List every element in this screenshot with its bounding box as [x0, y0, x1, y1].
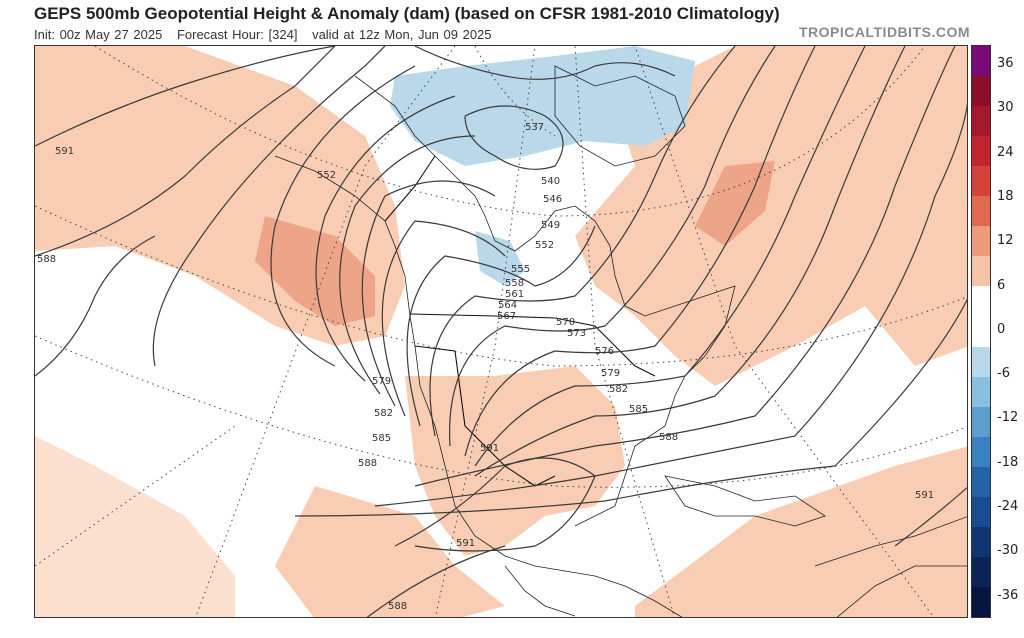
colorbar-segment: [972, 586, 990, 618]
colorbar-segment: [972, 226, 990, 257]
borders: [384, 155, 656, 487]
contour-label: 585: [372, 433, 391, 444]
colorbar-tick-label: 12: [997, 233, 1014, 249]
colorbar-segment: [972, 436, 990, 468]
colorbar-segment: [972, 556, 990, 588]
colorbar-tick-label: 36: [997, 56, 1014, 71]
colorbar-segment: [972, 316, 990, 348]
contour-label: 537: [525, 122, 544, 133]
height-contours: [35, 46, 967, 617]
colorbar-tick-label: -24: [997, 499, 1019, 514]
forecast-hour: Forecast Hour: [324]: [176, 27, 298, 42]
contour-label-group: 591 588 552 537 540 546 549 552 555 558 …: [37, 122, 934, 612]
contour-label: 588: [659, 432, 678, 443]
map-subtitle: Init: 00z May 27 2025 Forecast Hour: [32…: [34, 27, 502, 42]
colorbar-tick-label: -36: [997, 587, 1019, 603]
map-canvas: 591 588 552 537 540 546 549 552 555 558 …: [35, 46, 967, 617]
contour-label: 546: [543, 194, 562, 205]
colorbar-segment: [972, 256, 990, 287]
colorbar-tick-label: 0: [997, 321, 1006, 337]
colorbar-segment: [972, 466, 990, 498]
colorbar-tick-label: 30: [997, 100, 1014, 116]
contour-label: 588: [37, 254, 56, 265]
contour-label: 540: [541, 176, 560, 187]
site-watermark: TROPICALTIDBITS.COM: [798, 24, 970, 40]
contour-label: 591: [55, 146, 74, 157]
colorbar-tick-label: -18: [997, 454, 1019, 470]
colorbar-segment: [972, 406, 990, 438]
contour-label: 561: [505, 289, 524, 300]
contour-label: 582: [609, 384, 628, 395]
contour-label: 549: [541, 220, 560, 231]
contour-label: 579: [601, 368, 620, 379]
contour-label: 573: [567, 328, 586, 339]
colorbar-segment: [972, 376, 990, 408]
contour-label: 588: [388, 601, 407, 612]
contour-label: 582: [374, 408, 393, 419]
contour-label: 585: [629, 404, 648, 415]
contour-label: 564: [498, 300, 517, 311]
init-time: Init: 00z May 27 2025: [34, 27, 163, 42]
colorbar-segment: [972, 76, 990, 107]
colorbar-segment: [972, 526, 990, 558]
contour-label: 570: [556, 317, 575, 328]
contour-label: 552: [317, 170, 336, 181]
contour-label: 591: [456, 538, 475, 549]
colorbar-tick-label: 24: [997, 144, 1014, 160]
colorbar-tick-label: 18: [997, 188, 1014, 204]
contour-label: 558: [505, 278, 524, 289]
colorbar-segment: [972, 346, 990, 378]
coastlines: [274, 65, 967, 617]
strong-positive-anomaly: [255, 161, 775, 326]
contour-label: 579: [372, 376, 391, 387]
contour-label: 591: [480, 443, 499, 454]
colorbar-segment: [972, 496, 990, 528]
contour-label: 576: [595, 346, 614, 357]
colorbar-segment: [972, 46, 990, 77]
map-title: GEPS 500mb Geopotential Height & Anomaly…: [34, 4, 780, 23]
colorbar-segment: [972, 166, 990, 197]
colorbar-segment: [972, 106, 990, 137]
colorbar-tick-label: -6: [997, 366, 1010, 382]
graticule: [35, 46, 967, 617]
colorbar-segment: [972, 196, 990, 227]
contour-label: 591: [915, 490, 934, 501]
contour-label: 588: [358, 458, 377, 469]
valid-time: valid at 12z Mon, Jun 09 2025: [312, 27, 492, 42]
colorbar-segment: [972, 136, 990, 167]
contour-label: 552: [535, 240, 554, 251]
colorbar-tick-label: 6: [997, 277, 1006, 293]
colorbar-segment: [972, 286, 990, 317]
contour-label: 567: [497, 311, 516, 322]
colorbar-tick-label: -30: [997, 543, 1019, 559]
map-panel: 591 588 552 537 540 546 549 552 555 558 …: [34, 45, 968, 618]
contour-label: 555: [511, 264, 530, 275]
colorbar-tick-label: -12: [997, 410, 1019, 426]
anomaly-colorbar: [971, 45, 991, 618]
